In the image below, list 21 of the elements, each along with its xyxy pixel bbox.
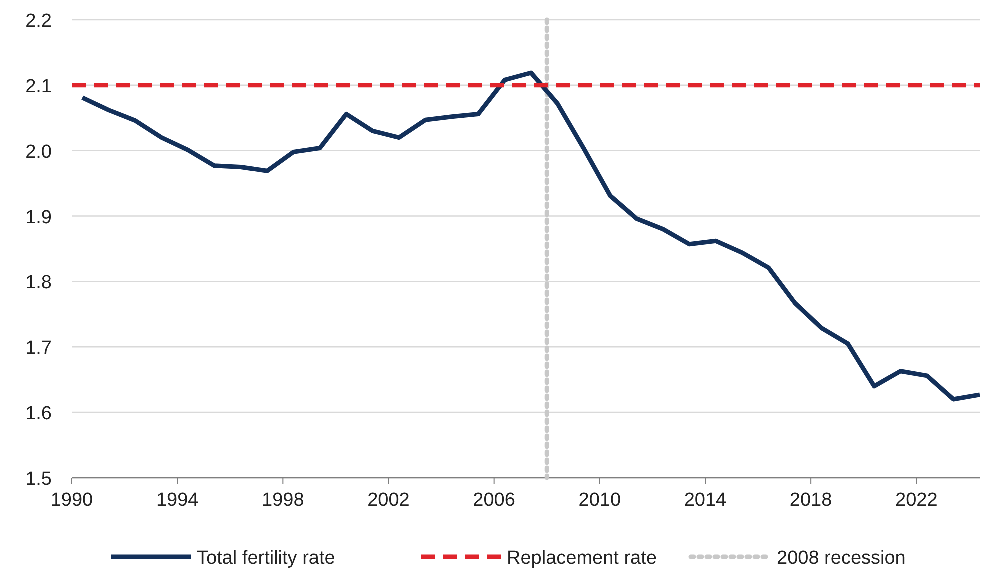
y-tick-label: 1.5 [26, 469, 52, 490]
x-tick-label: 2006 [473, 490, 516, 511]
x-tick-label: 2002 [368, 490, 410, 511]
y-tick-label: 2.0 [26, 142, 52, 163]
x-tick-label: 2010 [578, 490, 622, 511]
legend-label: Total fertility rate [197, 548, 336, 569]
x-tick-label: 2014 [684, 490, 728, 511]
y-tick-label: 2.2 [26, 11, 52, 32]
y-tick-label: 2.1 [26, 76, 52, 98]
legend-label: 2008 recession [777, 548, 906, 569]
y-tick-label: 1.6 [26, 404, 52, 425]
y-tick-label: 1.8 [26, 272, 52, 294]
y-tick-label: 1.9 [26, 207, 52, 228]
y-tick-label: 1.7 [26, 338, 52, 360]
x-tick-label: 1998 [262, 490, 304, 511]
line-series [80, 70, 982, 402]
legend-label: Replacement rate [507, 548, 657, 569]
x-tick-label: 2018 [790, 490, 832, 511]
x-tick-label: 1990 [50, 490, 94, 511]
x-tick-label: 1994 [156, 490, 200, 511]
x-tick-label: 2022 [896, 490, 938, 511]
